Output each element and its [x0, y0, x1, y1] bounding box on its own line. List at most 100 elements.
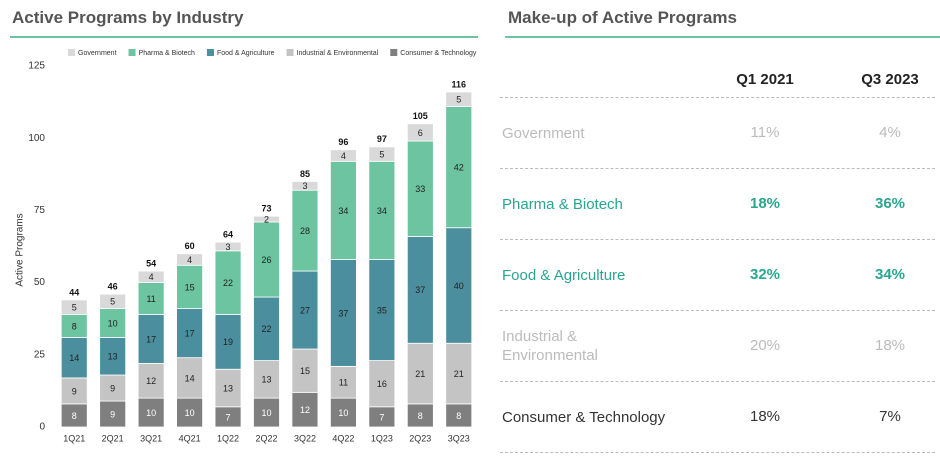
segment-label: 5 — [456, 95, 461, 105]
x-tick-label: 1Q21 — [63, 433, 85, 443]
bar-segment — [214, 313, 242, 370]
legend-label: Government — [78, 50, 117, 57]
legend-label: Food & Agriculture — [217, 50, 275, 57]
segment-label: 4 — [187, 255, 192, 265]
bar-segment — [291, 181, 319, 191]
bar-segment — [176, 253, 203, 266]
segment-label: 34 — [338, 206, 348, 216]
bar-segment — [445, 227, 473, 344]
cell: 34% — [874, 266, 906, 283]
bar-segment — [60, 377, 88, 405]
total-label: 105 — [413, 111, 428, 121]
segment-label: 15 — [300, 366, 310, 376]
bar-segment — [406, 123, 434, 142]
segment-label: 17 — [185, 329, 195, 339]
segment-label: 14 — [69, 353, 79, 363]
segment-label: 13 — [261, 375, 271, 385]
bar-segment — [253, 397, 280, 428]
segment-label: 2 — [264, 214, 269, 224]
segment-label: 9 — [72, 386, 77, 396]
segment-label: 14 — [185, 373, 195, 383]
segment-label: 3 — [302, 181, 307, 191]
segment-label: 11 — [146, 294, 155, 304]
bar-segment — [60, 337, 88, 379]
segment-label: 9 — [110, 383, 115, 393]
cell: 20% — [749, 337, 781, 354]
row-label: Government — [502, 125, 585, 142]
segment-label: 35 — [377, 305, 387, 315]
segment-label: 4 — [149, 272, 154, 282]
x-tick-label: 1Q23 — [371, 433, 393, 443]
title-rule — [505, 36, 940, 38]
bar-segment — [253, 215, 280, 223]
bar-segment — [99, 293, 127, 309]
y-tick-label: 125 — [28, 61, 45, 72]
total-label: 73 — [261, 204, 271, 214]
y-tick-label: 0 — [39, 422, 45, 433]
column-header: Q3 2023 — [861, 71, 919, 88]
row-divider — [500, 97, 935, 98]
chart-title: Active Programs by Industry — [12, 8, 244, 27]
cell: 11% — [750, 124, 780, 141]
bar-segment — [291, 348, 319, 393]
segment-label: 34 — [377, 206, 387, 216]
total-label: 60 — [185, 241, 195, 251]
cell: 36% — [874, 195, 906, 212]
bar-segment — [368, 360, 396, 408]
segment-label: 19 — [223, 337, 233, 347]
row-label: Consumer & Technology — [502, 409, 666, 426]
title-rule — [10, 36, 478, 38]
total-label: 116 — [452, 79, 467, 89]
total-label: 97 — [377, 134, 387, 144]
segment-label: 7 — [379, 412, 384, 422]
table-title: Make-up of Active Programs — [508, 8, 737, 27]
cell: 7% — [879, 408, 901, 425]
bar-segment — [60, 299, 88, 315]
bar-segment — [253, 221, 280, 298]
segment-label: 8 — [418, 411, 423, 421]
bar-segment — [368, 259, 396, 361]
bar-segment — [137, 397, 165, 428]
segment-label: 16 — [377, 379, 387, 389]
bar-segment — [291, 391, 319, 428]
total-label: 46 — [108, 282, 118, 292]
segment-label: 10 — [261, 408, 271, 418]
segment-label: 8 — [72, 321, 77, 331]
row-label: Industrial & Environmental — [502, 328, 598, 364]
segment-label: 10 — [108, 318, 118, 328]
bar-segment — [368, 160, 396, 260]
segment-label: 12 — [300, 405, 310, 415]
segment-label: 13 — [223, 383, 233, 393]
segment-label: 8 — [72, 411, 77, 421]
bar-segment — [176, 397, 203, 428]
cell: 4% — [879, 124, 901, 141]
segment-label: 22 — [261, 324, 271, 334]
bar-segment — [214, 368, 242, 408]
bar-segment — [368, 146, 396, 162]
bar-segment — [330, 149, 357, 162]
bar-segment — [291, 270, 319, 350]
bar-segment — [253, 296, 280, 361]
bar-segment — [406, 140, 434, 237]
segment-label: 21 — [454, 369, 464, 379]
x-tick-label: 2Q23 — [409, 433, 431, 443]
bar-segment — [406, 235, 434, 344]
bar-segment — [176, 357, 203, 399]
segment-label: 13 — [108, 352, 118, 362]
bar-segment — [137, 313, 165, 364]
segment-label: 15 — [185, 282, 195, 292]
segment-label: 42 — [454, 162, 464, 172]
segment-label: 21 — [415, 369, 425, 379]
x-tick-label: 2Q21 — [102, 433, 124, 443]
segment-label: 5 — [110, 297, 115, 307]
x-tick-label: 4Q21 — [179, 433, 201, 443]
bar-segment — [214, 241, 242, 252]
x-tick-label: 3Q22 — [294, 433, 316, 443]
cell: 18% — [874, 337, 906, 354]
segment-label: 5 — [72, 303, 77, 313]
legend-label: Consumer & Technology — [400, 50, 477, 57]
bar-segment — [99, 374, 127, 402]
legend-label: Industrial & Environmental — [297, 50, 379, 57]
bar-segment — [99, 400, 127, 428]
